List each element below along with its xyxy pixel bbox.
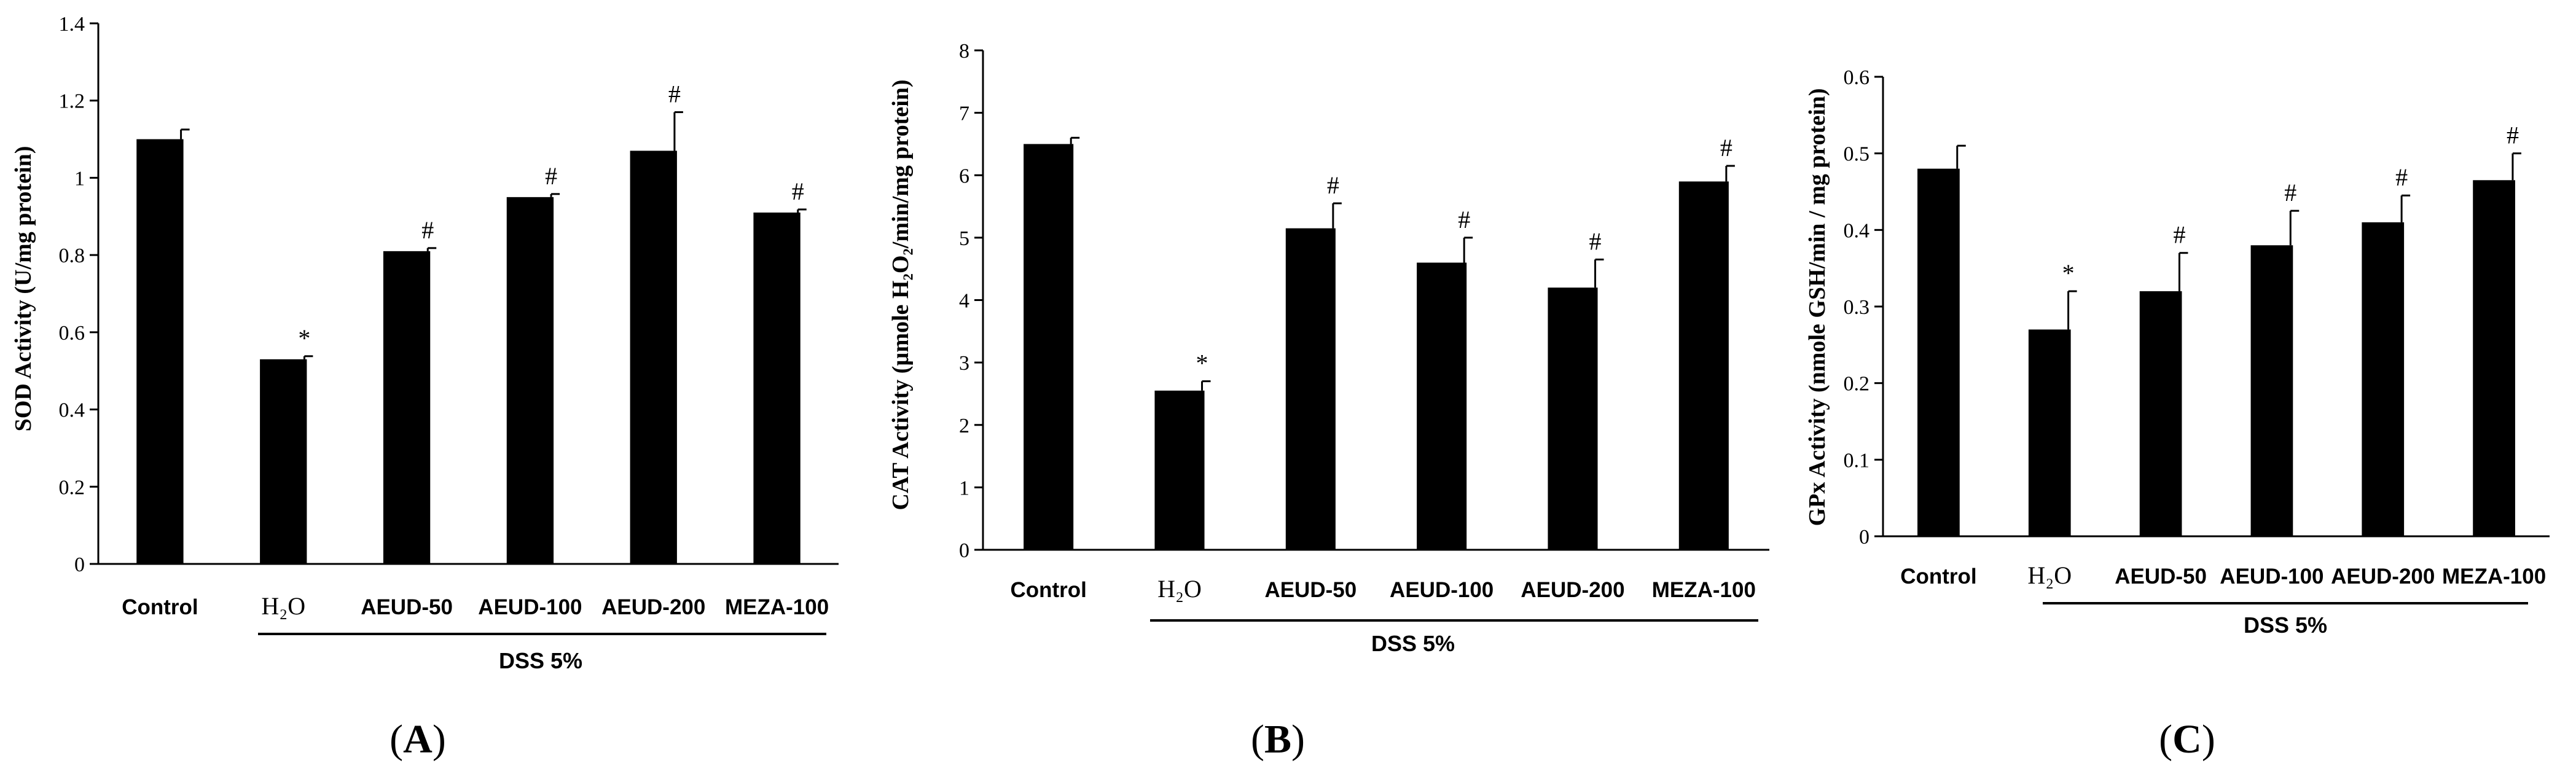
- y-tick-label: 8: [959, 40, 969, 63]
- y-tick-label: 0.6: [1844, 66, 1870, 89]
- y-axis-label: GPx Activity (nmole GSH/min / mg protein…: [1804, 88, 1830, 526]
- category-label: AEUD-100: [478, 595, 582, 619]
- category-label: MEZA-100: [2442, 565, 2546, 588]
- y-tick-label: 1.4: [59, 13, 85, 36]
- bar: [1917, 168, 1960, 537]
- panel-label-letter: A: [403, 717, 433, 762]
- significance-mark: #: [1327, 171, 1339, 199]
- panel-label-close: ): [1291, 717, 1305, 762]
- y-tick-label: 0: [74, 553, 85, 576]
- bar: [1024, 144, 1074, 550]
- panel-label-letter: B: [1264, 717, 1291, 762]
- category-label: AEUD-200: [601, 595, 705, 619]
- bar: [2473, 180, 2515, 536]
- y-tick-label: 1: [959, 477, 969, 499]
- y-tick-label: 0.1: [1844, 449, 1870, 472]
- significance-mark: #: [2395, 163, 2408, 191]
- y-tick-label: 5: [959, 227, 969, 250]
- bar: [2362, 222, 2405, 536]
- group-label: DSS 5%: [1371, 631, 1455, 656]
- chart-panel-b: 0 1 2 3 4 5 6 7 8 CAT Activity (µmole H₂O₂/min/mg…: [888, 40, 1769, 762]
- significance-mark: #: [1458, 206, 1470, 233]
- significance-mark: #: [2173, 221, 2185, 249]
- category-label: MEZA-100: [725, 595, 829, 619]
- bar: [1548, 287, 1598, 550]
- y-tick-label: 0.2: [59, 476, 85, 499]
- bar: [2250, 245, 2293, 536]
- y-tick-label: 0: [959, 539, 969, 562]
- panel-label: (C): [2159, 717, 2215, 762]
- bar: [136, 139, 184, 565]
- category-label: AEUD-50: [2115, 565, 2207, 588]
- panel-label-close: ): [433, 717, 446, 762]
- y-tick-label: 0: [1859, 526, 1869, 549]
- significance-mark: #: [1589, 227, 1602, 255]
- y-tick-label: 0.8: [59, 244, 85, 267]
- group-label: DSS 5%: [2244, 612, 2327, 638]
- category-label: MEZA-100: [1652, 578, 1756, 602]
- y-tick-label: 0.6: [59, 322, 85, 345]
- category-label: AEUD-50: [361, 595, 453, 619]
- y-tick-label: 0.4: [1844, 219, 1870, 242]
- bar: [1417, 262, 1467, 550]
- panel-label: (B): [1251, 717, 1305, 762]
- y-tick-label: 0.2: [1844, 373, 1870, 396]
- y-tick-label: 1: [74, 167, 85, 190]
- category-label: AEUD-200: [1521, 578, 1624, 602]
- category-label: AEUD-100: [1390, 578, 1494, 602]
- bar: [1154, 390, 1205, 550]
- bar: [2028, 329, 2071, 536]
- panel-label: (A): [390, 717, 446, 762]
- category-label: Control: [1900, 565, 1976, 588]
- significance-mark: *: [1196, 350, 1208, 377]
- significance-mark: *: [298, 324, 310, 352]
- y-axis-label: CAT Activity (µmole H₂O₂/min/mg protein): [888, 79, 914, 510]
- panel-label-open: (: [390, 717, 403, 762]
- category-label: AEUD-200: [2331, 565, 2435, 588]
- significance-mark: #: [2507, 122, 2519, 149]
- y-tick-label: 0.3: [1844, 296, 1870, 319]
- y-tick-label: 4: [959, 290, 969, 313]
- bar: [753, 213, 801, 564]
- category-label: Control: [1010, 578, 1086, 602]
- bar: [383, 251, 431, 564]
- significance-mark: #: [545, 162, 557, 190]
- significance-mark: #: [2284, 179, 2296, 206]
- bar: [1678, 181, 1729, 550]
- significance-mark: *: [2062, 259, 2075, 287]
- panel-label-close: ): [2202, 717, 2215, 762]
- y-tick-label: 6: [959, 165, 969, 187]
- category-label: AEUD-50: [1264, 578, 1357, 602]
- chart-panel-c: 0 0.1 0.2 0.3 0.4 0.5 0.6 GPx Activity (nmole G…: [1804, 66, 2550, 762]
- group-label: DSS 5%: [499, 648, 582, 673]
- category-label: H₂O: [2027, 561, 2072, 589]
- y-axis-label: SOD Activity (U/mg protein): [10, 146, 36, 432]
- bar: [260, 359, 307, 564]
- y-tick-label: 2: [959, 415, 969, 437]
- y-tick-label: 3: [959, 352, 969, 375]
- significance-mark: #: [792, 178, 804, 205]
- category-label: Control: [122, 595, 198, 619]
- significance-mark: #: [421, 216, 434, 244]
- chart-panel-a: 0 0.2 0.4 0.6 0.8 1 1.2 1.4 SOD Activity (U/mg p…: [10, 13, 839, 762]
- y-tick-label: 7: [959, 103, 969, 125]
- category-label: H₂O: [1157, 575, 1202, 603]
- panel-label-open: (: [1251, 717, 1264, 762]
- bar: [2139, 291, 2182, 536]
- y-tick-label: 0.4: [59, 399, 85, 422]
- significance-mark: #: [1720, 134, 1732, 162]
- bar: [506, 197, 554, 564]
- panel-label-open: (: [2159, 717, 2172, 762]
- significance-mark: #: [668, 80, 681, 108]
- y-tick-label: 1.2: [59, 90, 85, 113]
- y-tick-label: 0.5: [1844, 143, 1870, 166]
- bar: [1285, 228, 1336, 550]
- panel-label-letter: C: [2172, 717, 2202, 762]
- category-label: AEUD-100: [2220, 565, 2323, 588]
- category-label: H₂O: [261, 592, 305, 620]
- bar: [630, 151, 677, 564]
